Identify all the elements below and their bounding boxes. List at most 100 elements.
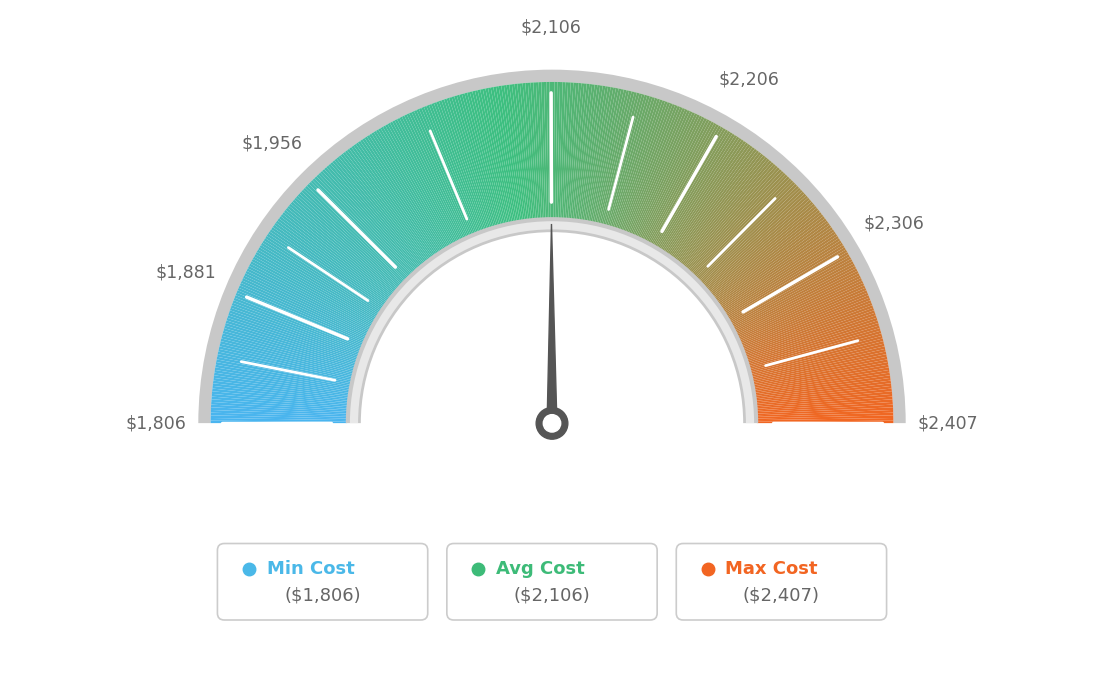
Wedge shape — [221, 338, 353, 374]
Wedge shape — [243, 275, 368, 336]
Wedge shape — [664, 137, 740, 252]
Wedge shape — [667, 141, 746, 255]
Wedge shape — [499, 86, 521, 221]
Wedge shape — [752, 346, 885, 379]
Wedge shape — [584, 86, 608, 221]
Wedge shape — [747, 323, 879, 364]
Wedge shape — [514, 83, 531, 219]
Wedge shape — [446, 98, 490, 228]
Wedge shape — [298, 194, 401, 286]
Wedge shape — [725, 243, 843, 316]
Wedge shape — [617, 99, 662, 230]
Wedge shape — [402, 116, 464, 239]
FancyBboxPatch shape — [447, 544, 657, 620]
Wedge shape — [623, 103, 672, 232]
Wedge shape — [756, 415, 893, 420]
Wedge shape — [725, 240, 841, 315]
Wedge shape — [467, 92, 502, 225]
Wedge shape — [293, 199, 397, 290]
Wedge shape — [636, 112, 694, 237]
Wedge shape — [241, 280, 365, 339]
Wedge shape — [595, 90, 626, 224]
Wedge shape — [416, 109, 473, 235]
Wedge shape — [310, 180, 408, 279]
Wedge shape — [478, 90, 509, 224]
Wedge shape — [659, 132, 733, 250]
Wedge shape — [214, 373, 350, 395]
Wedge shape — [741, 293, 869, 346]
Wedge shape — [708, 201, 814, 292]
Wedge shape — [609, 95, 650, 227]
Wedge shape — [541, 82, 548, 219]
Wedge shape — [211, 400, 348, 411]
Wedge shape — [571, 83, 587, 219]
Wedge shape — [732, 259, 852, 326]
Wedge shape — [726, 245, 845, 317]
Wedge shape — [213, 383, 349, 401]
Wedge shape — [544, 82, 549, 219]
Wedge shape — [756, 400, 893, 411]
Wedge shape — [745, 310, 875, 357]
Wedge shape — [592, 88, 622, 223]
Wedge shape — [318, 172, 413, 274]
Wedge shape — [388, 123, 455, 244]
Wedge shape — [585, 86, 611, 221]
Wedge shape — [602, 92, 637, 225]
Wedge shape — [211, 415, 348, 420]
Wedge shape — [702, 192, 805, 286]
Wedge shape — [671, 146, 753, 257]
Wedge shape — [442, 99, 487, 230]
Wedge shape — [346, 217, 758, 424]
Wedge shape — [672, 147, 755, 259]
Wedge shape — [404, 115, 465, 239]
Wedge shape — [566, 83, 578, 219]
Wedge shape — [626, 105, 678, 233]
Wedge shape — [756, 397, 892, 409]
Wedge shape — [226, 318, 358, 362]
Wedge shape — [615, 99, 660, 229]
Wedge shape — [698, 184, 797, 281]
Wedge shape — [754, 362, 889, 388]
Wedge shape — [258, 247, 376, 319]
Wedge shape — [560, 82, 569, 219]
Wedge shape — [488, 88, 516, 222]
Wedge shape — [665, 138, 742, 253]
Wedge shape — [269, 229, 383, 308]
Wedge shape — [729, 252, 849, 322]
Wedge shape — [219, 346, 352, 379]
Wedge shape — [622, 102, 670, 231]
Wedge shape — [223, 331, 354, 369]
Wedge shape — [751, 341, 884, 375]
Wedge shape — [670, 144, 751, 257]
Wedge shape — [459, 94, 498, 226]
Wedge shape — [712, 210, 820, 297]
Wedge shape — [424, 106, 477, 233]
Wedge shape — [743, 297, 870, 349]
Wedge shape — [563, 82, 573, 219]
Wedge shape — [740, 288, 867, 344]
Wedge shape — [215, 362, 350, 388]
Wedge shape — [675, 150, 760, 261]
Wedge shape — [722, 234, 837, 311]
Wedge shape — [276, 221, 388, 303]
Wedge shape — [755, 378, 891, 397]
Wedge shape — [574, 84, 592, 220]
Wedge shape — [745, 308, 874, 355]
Wedge shape — [184, 396, 920, 690]
Wedge shape — [371, 132, 445, 250]
Wedge shape — [284, 210, 392, 297]
Wedge shape — [400, 117, 461, 240]
Text: $2,306: $2,306 — [863, 215, 924, 233]
Wedge shape — [220, 341, 353, 375]
Wedge shape — [603, 92, 639, 226]
Wedge shape — [251, 262, 372, 328]
Wedge shape — [535, 82, 544, 219]
Wedge shape — [264, 238, 380, 313]
Wedge shape — [517, 83, 533, 219]
Wedge shape — [757, 421, 893, 424]
Wedge shape — [643, 117, 704, 240]
Wedge shape — [733, 264, 854, 329]
Wedge shape — [594, 89, 624, 223]
Wedge shape — [465, 92, 501, 226]
Wedge shape — [294, 197, 399, 289]
